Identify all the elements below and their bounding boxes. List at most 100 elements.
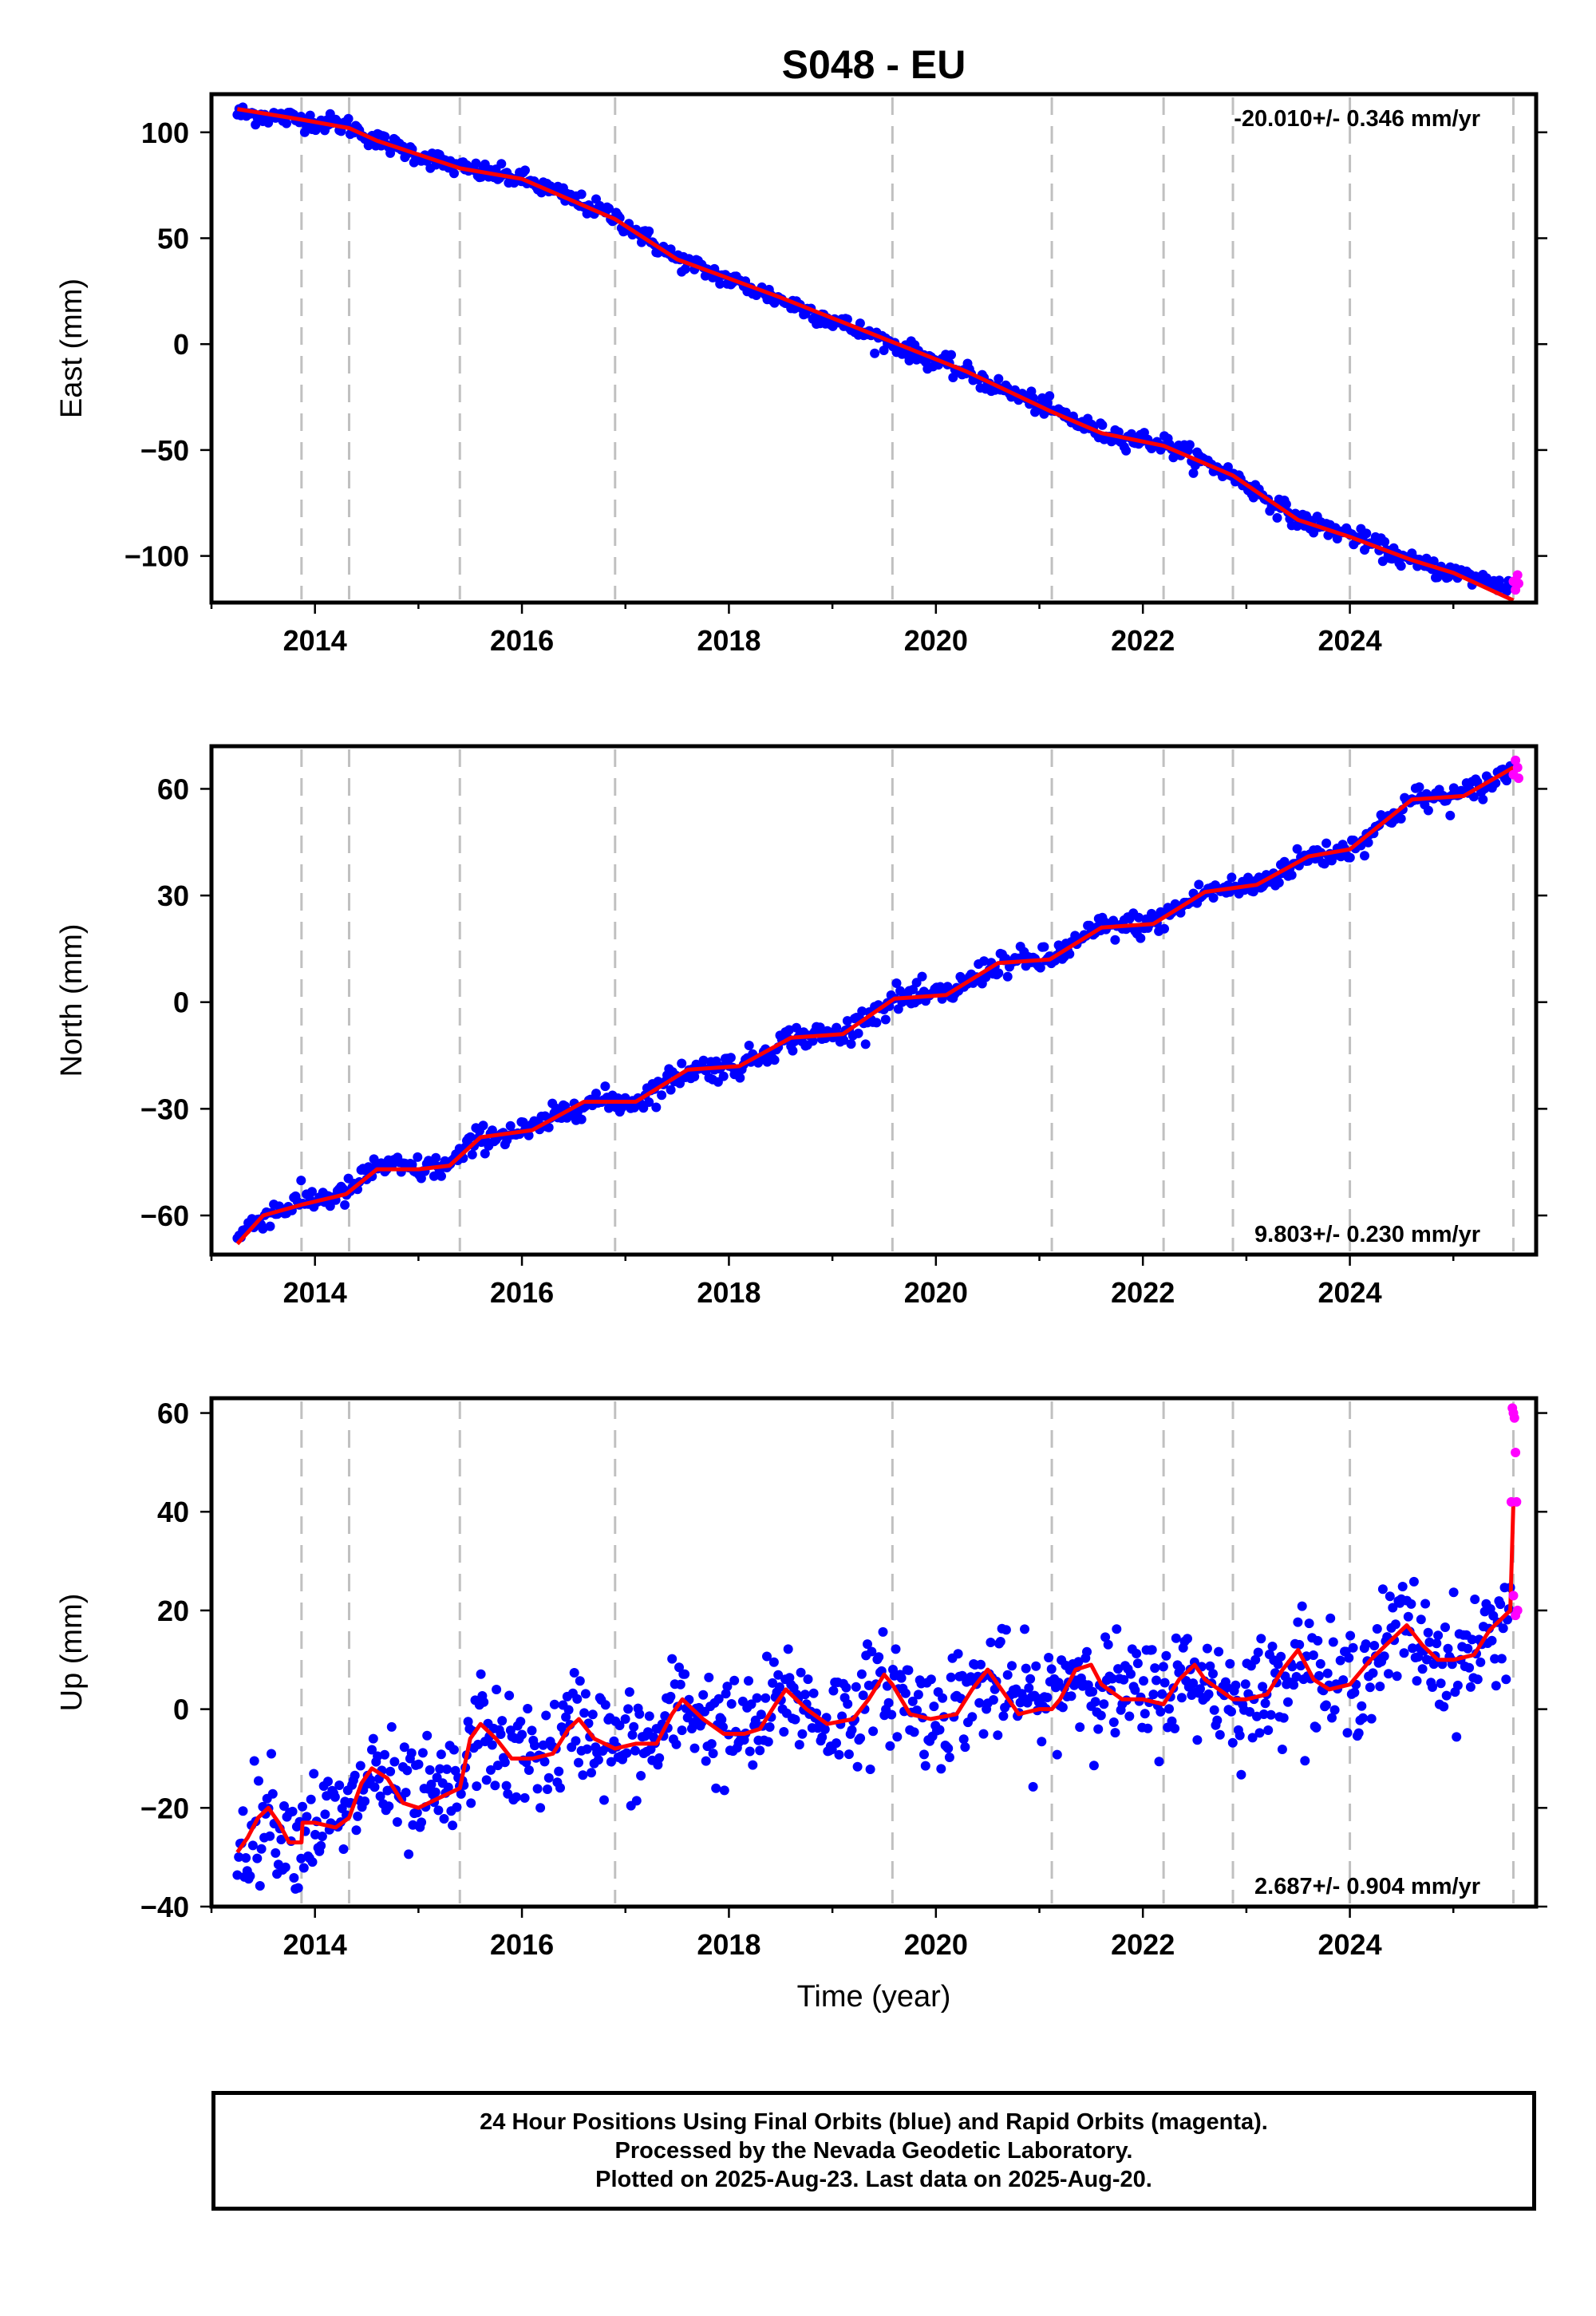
final-orbit-point [1441,1690,1452,1701]
final-orbit-point [917,971,927,982]
final-orbit-point [644,1097,654,1107]
y-tick-label: −50 [140,434,189,467]
final-orbit-point [1452,1680,1463,1690]
final-orbit-point [505,1120,516,1131]
final-orbit-point [501,1780,512,1791]
final-orbit-point [401,1788,411,1798]
final-orbit-point [579,1708,590,1718]
final-orbit-point [1028,1781,1038,1792]
final-orbit-point [448,1820,458,1831]
final-orbit-point [413,1152,423,1162]
final-orbit-point [258,1223,268,1234]
final-orbit-point [1184,440,1195,450]
final-orbit-point [790,1714,800,1725]
final-orbit-point [412,1808,422,1818]
final-orbit-point [479,1697,489,1707]
final-orbit-point [1236,1769,1246,1780]
final-orbit-point [1300,1756,1310,1766]
final-orbit-point [334,1780,345,1790]
final-orbit-point [386,1721,397,1732]
final-orbit-point [578,1770,588,1780]
final-orbit-point [1214,1646,1224,1657]
final-orbit-point [487,1740,497,1750]
final-orbit-point [1158,1662,1168,1672]
final-orbit-point [472,1781,482,1792]
final-orbit-point [325,1201,335,1211]
final-orbit-point [561,1712,571,1722]
final-orbit-point [591,1089,601,1099]
final-orbit-point [998,1711,1009,1721]
final-orbit-point [878,1626,888,1637]
final-orbit-point [1349,1687,1360,1697]
final-orbit-point [1287,1662,1298,1672]
final-orbit-point [350,1770,360,1780]
panel-north: 2014 2016 2018 2020 2022 2024 −60 −30 0 30 60 North… [55,744,1547,1309]
final-orbit-point [1247,1733,1258,1743]
final-orbit-point [1167,1716,1177,1726]
final-orbit-point [708,1749,718,1759]
final-orbit-point [1491,1681,1501,1691]
final-orbit-point [808,1688,819,1698]
final-orbit-point [666,1085,676,1095]
final-orbit-point [1397,1582,1408,1591]
final-orbit-point [803,1674,813,1685]
final-orbit-point [1227,1737,1238,1748]
final-orbit-point [1096,1710,1106,1721]
final-orbit-point [1260,1698,1270,1709]
final-orbit-point [487,1125,497,1136]
x-tick-label: 2014 [283,1928,347,1961]
final-orbit-point [1240,1679,1250,1690]
final-orbit-point [680,1669,690,1679]
final-orbit-point [582,1744,592,1754]
final-orbit-point [1313,1635,1323,1646]
final-orbit-point [660,1711,670,1721]
final-orbit-point [748,1760,758,1770]
final-orbit-point [1192,1735,1203,1745]
final-orbit-point [868,1726,879,1737]
final-orbit-point [1108,1674,1117,1684]
final-orbit-point [1428,1659,1439,1670]
final-orbit-point [467,1149,477,1160]
final-orbit-point [1248,492,1258,503]
final-orbit-point [817,1732,828,1742]
final-orbit-point [478,1120,488,1131]
final-orbit-point [979,956,990,966]
final-orbit-point [944,1753,954,1762]
final-orbit-point [1099,1699,1109,1709]
final-orbit-point [1001,1625,1011,1635]
final-orbit-point [721,1689,731,1699]
final-orbit-point [634,1709,645,1719]
final-orbit-point [520,165,530,176]
final-orbit-point [1375,1682,1385,1692]
final-orbit-point [1195,1684,1205,1694]
y-tick-label: 100 [141,117,189,149]
final-orbit-point [1203,1689,1214,1699]
final-orbit-point [993,1730,1003,1741]
panel-frame [209,744,1539,1257]
rapid-orbit-point [1512,570,1523,580]
final-orbit-point [1157,1689,1167,1699]
final-orbit-point [234,1852,244,1862]
velocity-annotation: -20.010+/- 0.346 mm/yr [1234,106,1480,132]
final-orbit-point [517,1729,527,1740]
final-orbit-point [496,159,507,169]
velocity-annotation: 2.687+/- 0.904 mm/yr [1254,1874,1480,1899]
final-orbit-point [1258,1709,1269,1719]
data-layer [232,755,1523,1246]
final-orbit-point [380,132,390,142]
final-orbit-point [698,1690,709,1700]
final-orbit-point [351,1825,361,1836]
footer-line-processing: Processed by the Nevada Geodetic Laborat… [614,2138,1133,2164]
final-orbit-point [1369,1641,1380,1650]
final-orbit-point [779,1727,789,1737]
final-orbit-point [909,1727,919,1737]
final-orbit-point [1433,1630,1444,1641]
final-orbit-point [624,1687,634,1697]
final-orbit-point [711,1783,721,1793]
final-orbit-point [1183,1634,1192,1644]
final-orbit-point [1304,1618,1314,1629]
final-orbit-point [307,1187,317,1197]
panel-east: 2014 2016 2018 2020 2022 2024 −100 −50 0 50 100 Eas… [55,92,1547,657]
final-orbit-point [1361,528,1372,539]
